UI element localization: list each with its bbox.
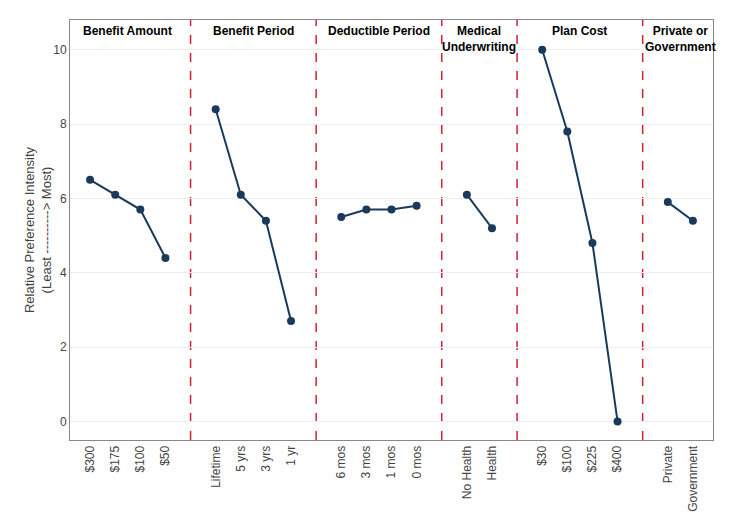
svg-text:$175: $175 <box>108 445 122 472</box>
svg-text:MedicalUnderwriting: MedicalUnderwriting <box>442 24 516 54</box>
svg-text:$225: $225 <box>585 445 599 472</box>
svg-text:Government: Government <box>686 445 700 512</box>
svg-text:Lifetime: Lifetime <box>209 445 223 487</box>
svg-text:0 mos: 0 mos <box>410 446 424 479</box>
svg-text:$100: $100 <box>133 445 147 472</box>
svg-text:1 yr: 1 yr <box>284 446 298 466</box>
svg-text:$50: $50 <box>158 445 172 465</box>
svg-text:$100: $100 <box>560 445 574 472</box>
svg-text:Private orGovernment: Private orGovernment <box>645 24 716 54</box>
svg-text:Health: Health <box>485 446 499 481</box>
svg-text:Relative Preference Intensity(: Relative Preference Intensity(Least ----… <box>22 146 54 313</box>
svg-text:3 mos: 3 mos <box>359 446 373 479</box>
svg-text:Private: Private <box>661 445 675 483</box>
svg-text:2: 2 <box>60 340 67 354</box>
svg-text:4: 4 <box>60 266 67 280</box>
svg-text:3 yrs: 3 yrs <box>259 446 273 472</box>
svg-text:10: 10 <box>53 43 67 57</box>
svg-text:$300: $300 <box>83 445 97 472</box>
svg-text:0: 0 <box>60 415 67 429</box>
svg-text:Plan Cost: Plan Cost <box>552 24 607 38</box>
svg-text:8: 8 <box>60 117 67 131</box>
svg-text:5 yrs: 5 yrs <box>234 446 248 472</box>
svg-text:6: 6 <box>60 192 67 206</box>
svg-text:6 mos: 6 mos <box>334 446 348 479</box>
svg-text:Deductible Period: Deductible Period <box>328 24 430 38</box>
svg-text:No Health: No Health <box>460 446 474 499</box>
svg-text:$400: $400 <box>610 445 624 472</box>
svg-text:$30: $30 <box>535 445 549 465</box>
svg-text:Benefit Period: Benefit Period <box>213 24 294 38</box>
svg-text:Benefit Amount: Benefit Amount <box>83 24 172 38</box>
svg-text:1 mos: 1 mos <box>384 446 398 479</box>
